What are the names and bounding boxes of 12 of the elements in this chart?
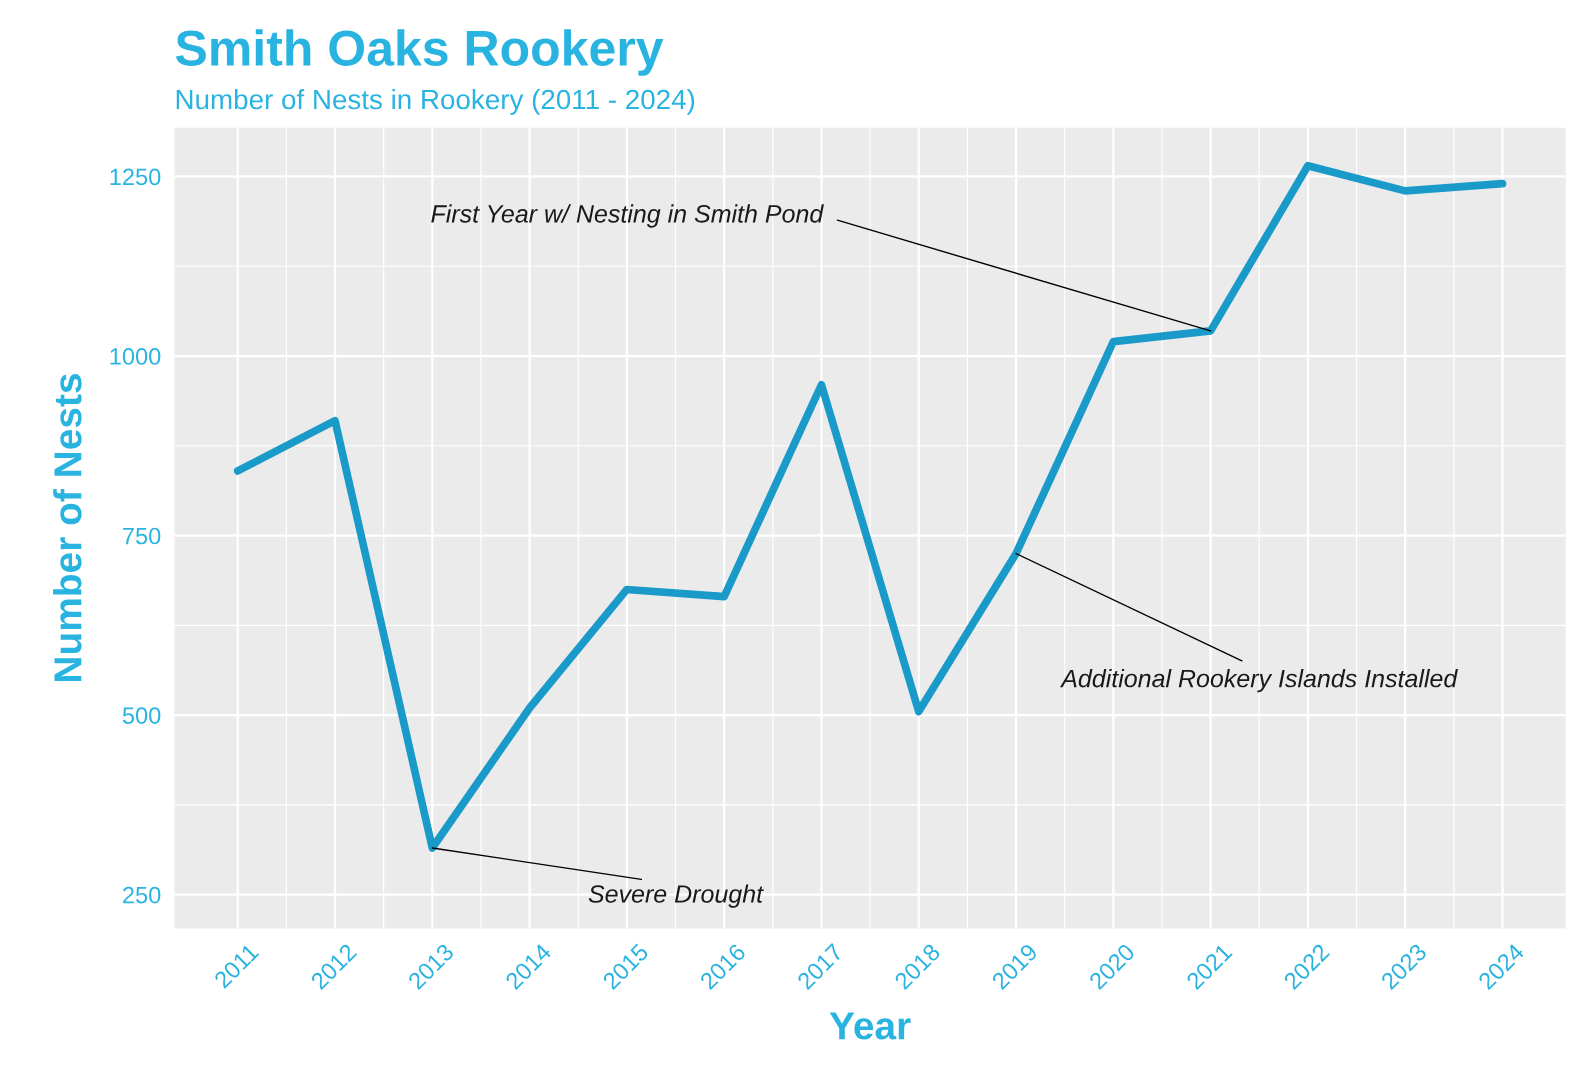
annotation: First Year w/ Nesting in Smith Pond bbox=[431, 204, 824, 228]
y-tick-label: 1000 bbox=[110, 348, 161, 365]
y-tick-label: 750 bbox=[123, 527, 161, 545]
x-axis-title: Year bbox=[829, 1012, 911, 1040]
annotation: Severe Drought bbox=[588, 884, 764, 908]
y-tick-label: 1250 bbox=[110, 168, 161, 186]
chart-title: Smith Oaks Rookery bbox=[175, 29, 664, 76]
annotation: Additional Rookery Islands Installed bbox=[1060, 669, 1458, 693]
chart-subtitle: Number of Nests in Rookery (2011 - 2024) bbox=[176, 88, 695, 115]
y-axis-title: Number of Nests bbox=[53, 374, 82, 682]
y-tick-label: 500 bbox=[122, 707, 161, 724]
y-tick-label: 250 bbox=[123, 886, 161, 904]
